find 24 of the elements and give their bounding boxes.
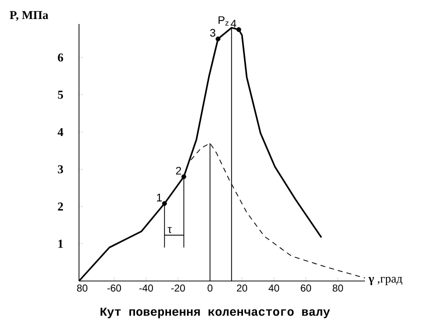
annotation: 1	[156, 194, 162, 202]
x-tick-label: 20	[236, 284, 248, 292]
annotation: 3	[210, 28, 216, 37]
annotation: 2	[176, 166, 182, 175]
annotation: τ	[168, 227, 172, 233]
y-axis-title: P, МПа	[10, 11, 48, 21]
x-axis-title: Кут повернення коленчастого валу	[100, 308, 330, 318]
x-tick-label: -20	[171, 284, 185, 292]
text: γ ,град	[368, 276, 402, 286]
x-tick-label: -40	[139, 284, 153, 292]
x-tick-label: 60	[300, 284, 312, 292]
y-tick-label: 6	[58, 53, 64, 62]
y-tick-label: 3	[58, 165, 64, 174]
y-tick-label: 4	[58, 128, 64, 136]
annotation: P$_{z}$	[218, 16, 229, 26]
x-tick-label: 40	[268, 284, 280, 292]
x-tick-label: 80	[332, 284, 344, 292]
y-tick-label: 2	[58, 202, 63, 210]
x-tick-label: 0	[208, 284, 212, 292]
annotation: 4	[230, 20, 236, 28]
y-tick-label: 1	[58, 240, 63, 248]
y-tick-label: 5	[58, 90, 64, 99]
x-tick-label: 80	[77, 284, 88, 292]
x-tick-label: -60	[107, 284, 121, 292]
